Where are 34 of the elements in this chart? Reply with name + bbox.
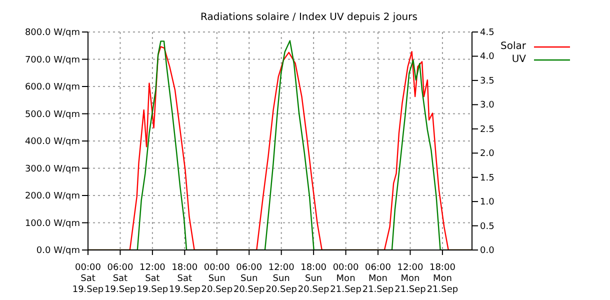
x-tick-label: 06:00 Mon 21.Sep [362, 263, 394, 295]
x-tick-label: 00:00 Mon 21.Sep [330, 263, 362, 295]
y2-tick-label: 0.5 [480, 222, 494, 232]
x-tick-label: 18:00 Sun 20.Sep [298, 263, 330, 295]
y-tick-label: 800.0 W/qm [24, 28, 80, 38]
x-tick-label: 06:00 Sun 20.Sep [233, 263, 266, 295]
x-tick-label: 12:00 Sat 19.Sep [136, 263, 168, 295]
chart-title: Radiations solaire / Index UV depuis 2 jours [200, 12, 418, 23]
y2-tick-label: 4.0 [480, 52, 495, 62]
y2-tick-label: 3.5 [480, 76, 494, 86]
y-tick-label: 600.0 W/qm [24, 82, 80, 92]
y2-tick-label: 2.0 [480, 149, 495, 160]
x-tick-label: 12:00 Sun 20.Sep [266, 263, 298, 295]
x-tick-label: 18:00 Sat 19.Sep [169, 263, 201, 295]
y2-tick-label: 1.5 [480, 173, 494, 184]
y-tick-label: 300.0 W/qm [24, 164, 80, 174]
y-tick-label: 700.0 W/qm [24, 55, 80, 66]
y-tick-label: 0.0 W/qm [36, 246, 80, 256]
x-tick-label: 18:00 Mon 21.Sep [426, 263, 458, 295]
y-tick-label: 500.0 W/qm [24, 110, 80, 120]
y2-tick-label: 0.0 [480, 246, 495, 256]
legend-label: Solar [500, 41, 526, 52]
y2-tick-label: 1.0 [480, 198, 495, 208]
legend-label: UV [512, 54, 526, 65]
x-tick-label: 00:00 Sun 20.Sep [201, 263, 233, 295]
x-tick-label: 00:00 Sat 19.Sep [72, 263, 104, 295]
x-tick-label: 12:00 Mon 21.Sep [394, 263, 426, 295]
y-tick-label: 400.0 W/qm [24, 137, 80, 147]
y-tick-label: 200.0 W/qm [24, 192, 80, 202]
y2-tick-label: 4.5 [480, 28, 494, 38]
y-tick-label: 100.0 W/qm [24, 218, 80, 229]
y2-tick-label: 2.5 [480, 124, 494, 135]
y2-tick-label: 3.0 [480, 100, 495, 111]
x-tick-label: 06:00 Sat 19.Sep [104, 263, 136, 295]
